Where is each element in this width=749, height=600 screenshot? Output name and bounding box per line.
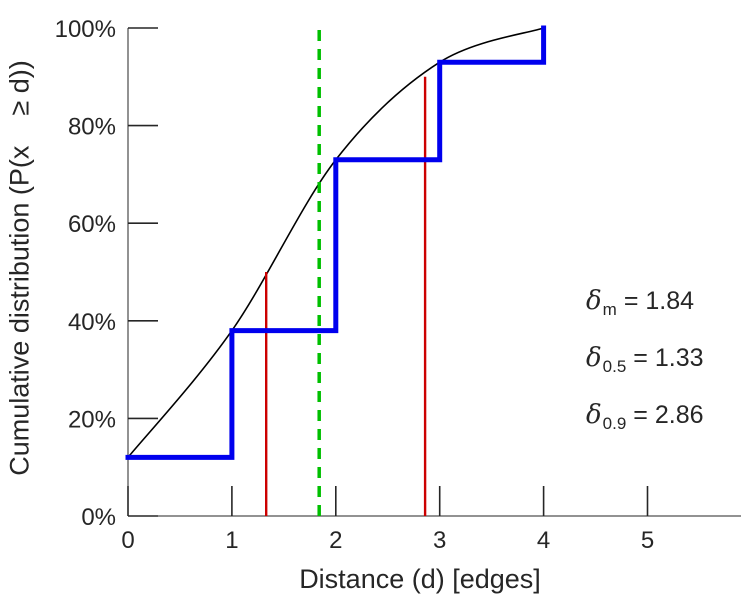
delta-symbol: δ bbox=[586, 400, 602, 430]
x-tick-label: 2 bbox=[329, 527, 342, 554]
y-axis-label: Cumulative distribution (P(x ≥ d)) bbox=[4, 60, 35, 476]
annotation-delta-median: δ0.5 = 1.33 bbox=[586, 345, 704, 375]
delta-subscript: m bbox=[602, 300, 617, 319]
x-tick-label: 3 bbox=[433, 527, 446, 554]
x-tick-label: 0 bbox=[121, 527, 134, 554]
y-tick-label: 100% bbox=[55, 16, 116, 43]
delta-symbol: δ bbox=[586, 286, 602, 316]
annotation-value: = 1.33 bbox=[633, 344, 704, 372]
y-tick-label: 0% bbox=[81, 504, 116, 531]
interpolated-cdf-curve bbox=[127, 27, 544, 458]
empirical-cdf-steps bbox=[125, 25, 547, 460]
annotation-value: = 1.84 bbox=[623, 287, 695, 315]
stats-annotations: δm = 1.84 δ0.5 = 1.33 δ0.9 = 2.86 bbox=[586, 288, 704, 459]
annotation-delta-mean: δm = 1.84 bbox=[586, 288, 704, 318]
y-tick-label: 20% bbox=[68, 406, 116, 433]
x-axis-label: Distance (d) [edges] bbox=[299, 564, 541, 594]
annotation-delta-p90: δ0.9 = 2.86 bbox=[586, 402, 704, 432]
y-tick-label: 40% bbox=[68, 309, 116, 336]
y-tick-label: 80% bbox=[68, 114, 116, 141]
x-tick-label: 4 bbox=[537, 527, 550, 554]
annotation-value: = 2.86 bbox=[633, 401, 704, 429]
x-tick-label: 5 bbox=[641, 527, 654, 554]
delta-subscript: 0.5 bbox=[602, 357, 627, 376]
y-tick-label: 60% bbox=[68, 211, 116, 238]
delta-symbol: δ bbox=[586, 343, 602, 373]
delta-subscript: 0.9 bbox=[602, 414, 627, 433]
x-tick-label: 1 bbox=[225, 527, 238, 554]
